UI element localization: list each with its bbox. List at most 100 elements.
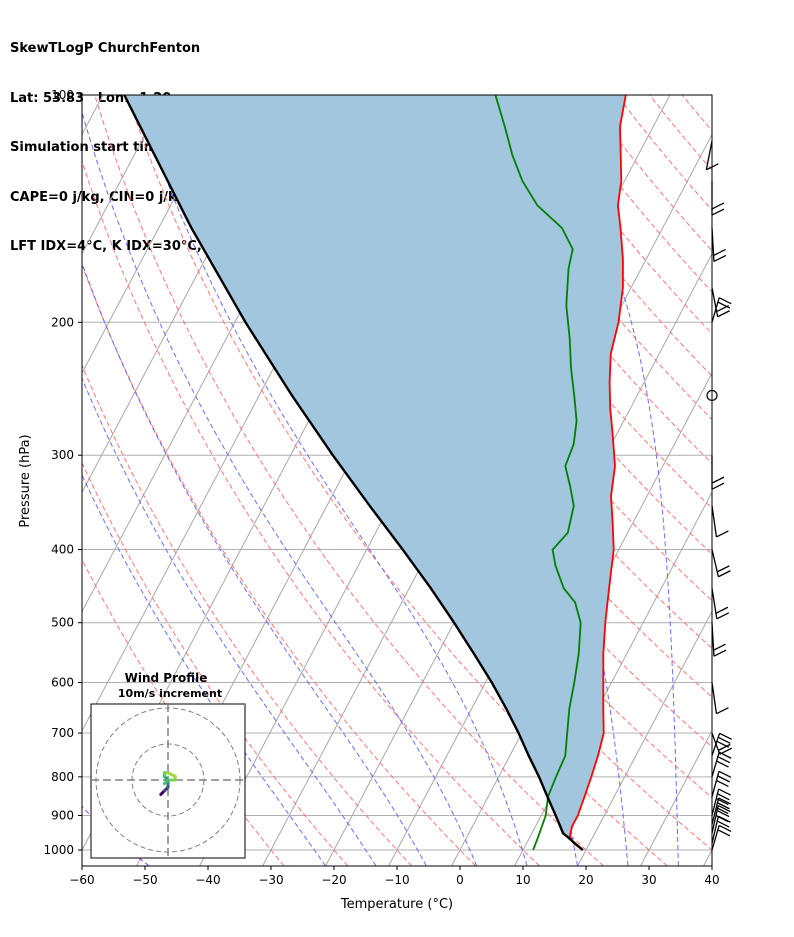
- wind-barb-staff: [711, 227, 715, 262]
- y-tick-label: 700: [51, 726, 74, 740]
- wind-barb-flag: [716, 565, 730, 573]
- y-tick-label: 600: [51, 676, 74, 690]
- wind-barb-flag: [717, 736, 731, 744]
- x-tick-label: −60: [69, 873, 94, 887]
- x-tick-label: 0: [456, 873, 464, 887]
- isotherm-line: [577, 610, 712, 866]
- dry-adiabat: [82, 461, 349, 866]
- y-tick-label: 500: [51, 616, 74, 630]
- wind-barb-flag: [716, 820, 730, 828]
- wind-profile-inset: Wind Profile 10m/s increment: [90, 671, 246, 859]
- dry-adiabat: [126, 95, 668, 866]
- isotherm-line: [82, 95, 167, 255]
- wind-barb-flag: [718, 297, 732, 305]
- wind-barb-staff: [711, 805, 719, 834]
- wind-barb-flag: [715, 806, 729, 815]
- dry-adiabat: [420, 95, 712, 465]
- wind-barb-flag: [711, 476, 725, 484]
- y-axis: 1000 900 800 700 600 500 400 300 200 100: [43, 88, 82, 857]
- wind-barb-staff: [711, 797, 720, 825]
- wind-barb-flag: [711, 208, 725, 216]
- dry-adiabat: [82, 159, 540, 866]
- hodograph-segment: [162, 778, 170, 786]
- y-axis-label: Pressure (hPa): [18, 434, 33, 527]
- wind-barb-staff: [711, 825, 720, 851]
- wind-barb-staff: [711, 752, 720, 778]
- moist-adiabat: [82, 473, 326, 866]
- wind-barb-flag: [716, 530, 729, 538]
- x-tick-label: 30: [641, 873, 656, 887]
- x-tick-label: −50: [132, 873, 157, 887]
- wind-barb-flag: [711, 482, 725, 490]
- y-tick-label: 1000: [43, 843, 74, 857]
- wind-barb-flag: [717, 775, 730, 783]
- y-tick-label: 100: [51, 88, 74, 102]
- wind-barb-staff: [711, 297, 720, 323]
- wind-barb-staff: [711, 788, 720, 816]
- wind-barb-flag: [713, 254, 727, 263]
- isotherm-line: [82, 95, 230, 375]
- x-axis-label: Temperature (°C): [340, 897, 453, 912]
- wind-barb-flag: [718, 570, 731, 578]
- wind-barb-staff: [711, 505, 718, 538]
- x-tick-label: −20: [321, 873, 346, 887]
- moist-adiabat: [82, 110, 478, 866]
- x-tick-label: −30: [258, 873, 283, 887]
- wind-barb-flag: [716, 809, 730, 818]
- x-tick-label: −40: [195, 873, 220, 887]
- dry-adiabat: [453, 95, 712, 421]
- wind-barb-flag: [715, 814, 729, 823]
- inset-title: Wind Profile: [125, 671, 208, 685]
- x-tick-label: 10: [515, 873, 530, 887]
- wind-barb-flag: [719, 747, 733, 755]
- moist-adiabat: [135, 95, 528, 866]
- y-tick-label: 200: [51, 315, 74, 329]
- wind-barb-staff: [711, 816, 720, 844]
- y-tick-label: 800: [51, 770, 74, 784]
- wind-barb-flag: [716, 760, 729, 768]
- dry-adiabat: [616, 95, 712, 211]
- wind-barb-flag: [717, 756, 731, 764]
- wind-barb-staff: [705, 140, 713, 170]
- x-tick-label: 40: [704, 873, 719, 887]
- cin-area: [124, 95, 626, 850]
- wind-barbs: [705, 140, 733, 851]
- wind-barb-flag: [706, 163, 719, 171]
- wind-barb-flag: [713, 649, 727, 657]
- moist-adiabat: [82, 377, 377, 866]
- dry-adiabat: [82, 363, 413, 866]
- dry-adiabat: [82, 263, 477, 866]
- inset-subtitle: 10m/s increment: [118, 687, 222, 700]
- wind-barb-flag: [718, 824, 732, 832]
- chart-title: SkewTLogP ChurchFenton: [10, 41, 201, 56]
- x-axis: −60 −50 −40 −30 −20 −10 0 10 20 30 40: [69, 866, 720, 887]
- calm-wind-circle: [706, 389, 718, 402]
- wind-barb-flag: [716, 779, 729, 788]
- series-line-parcel: [123, 95, 584, 851]
- series-line-dewpoint: [494, 95, 582, 851]
- wind-barb-flag: [718, 788, 731, 796]
- isotherm-line: [640, 729, 712, 866]
- wind-barb-staff: [711, 549, 720, 577]
- wind-barb-flag: [711, 202, 725, 210]
- y-tick-label: 300: [51, 448, 74, 462]
- wind-barb-flag: [717, 829, 731, 837]
- profile-lines: [123, 95, 627, 851]
- wind-barb-flag: [718, 797, 731, 805]
- wind-barb-flag: [716, 612, 730, 620]
- wind-barb-flag: [718, 770, 732, 778]
- x-tick-label: −10: [384, 873, 409, 887]
- dry-adiabat: [681, 95, 712, 132]
- wind-barb-flag: [715, 797, 729, 806]
- cape-cin-fill: [124, 95, 626, 850]
- wind-barb-staff: [711, 622, 715, 657]
- x-tick-label: 20: [578, 873, 593, 887]
- wind-barb-flag: [713, 248, 726, 256]
- wind-barb-staff: [711, 588, 718, 619]
- wind-barb-flag: [717, 310, 730, 318]
- wind-barb-flag: [713, 643, 726, 651]
- wind-barb-staff: [711, 732, 721, 755]
- y-tick-label: 900: [51, 808, 74, 822]
- wind-barb-flag: [717, 301, 731, 309]
